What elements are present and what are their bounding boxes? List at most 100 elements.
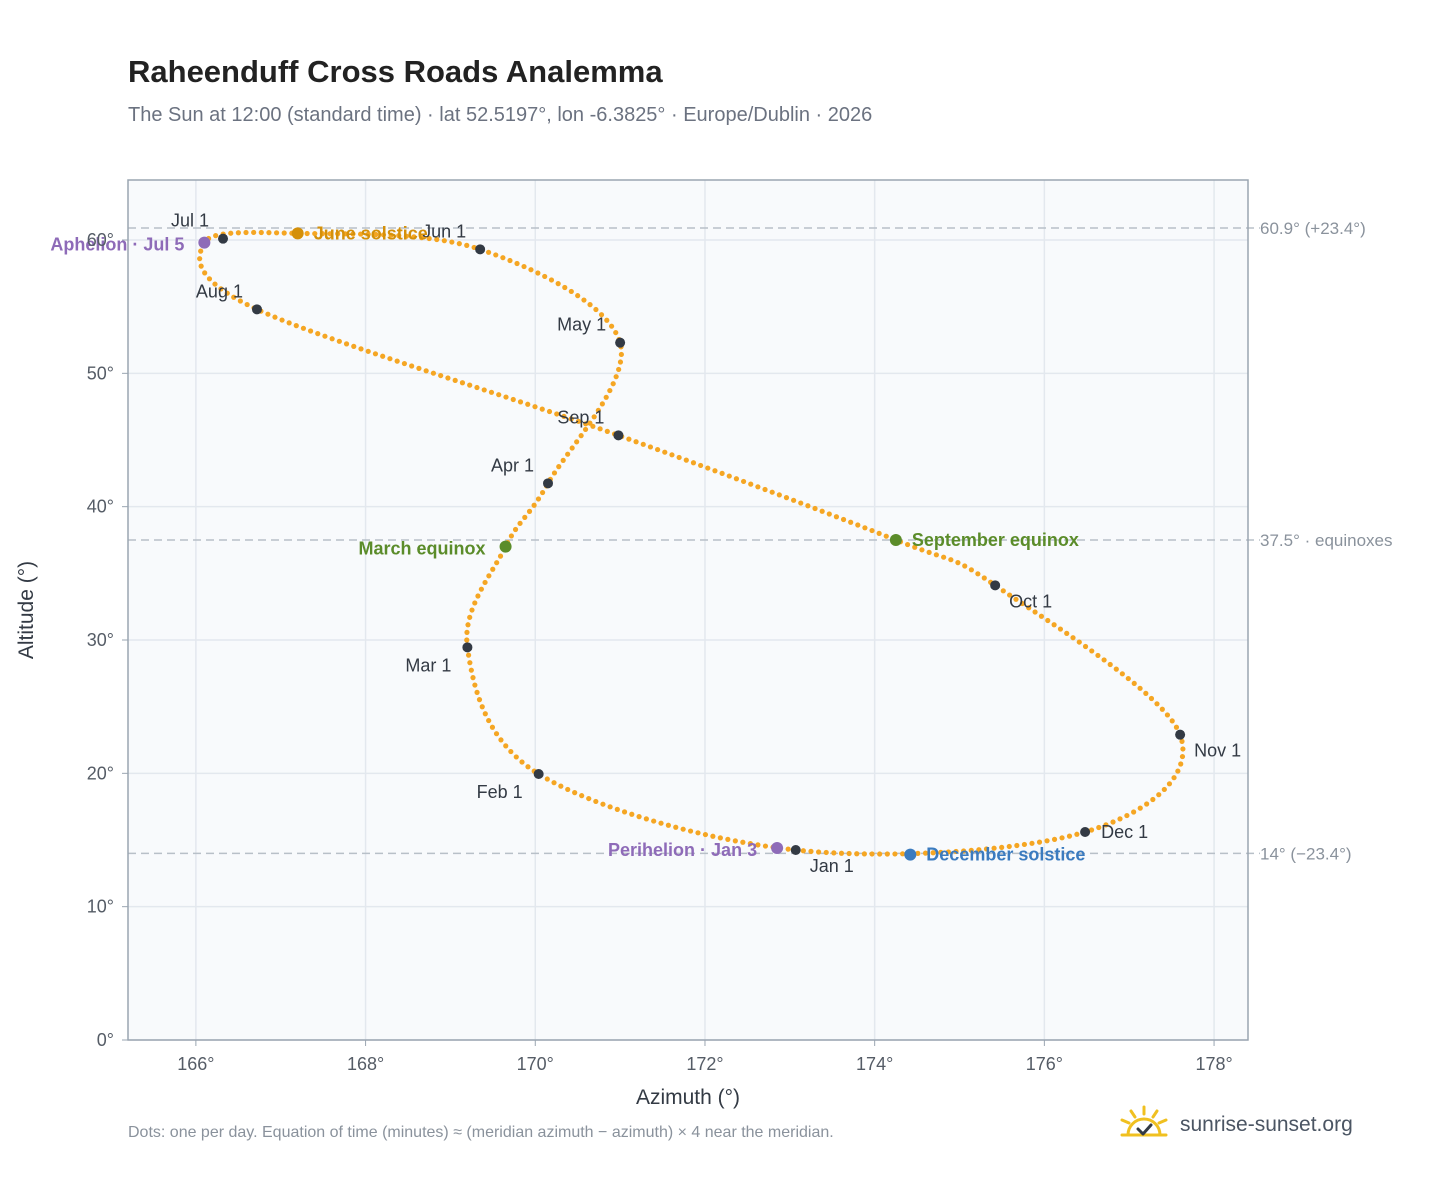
month-point [615,337,626,348]
daily-dot [465,652,472,658]
daily-dot [1154,701,1160,707]
daily-dots [197,229,1186,857]
daily-dot [411,234,417,240]
daily-dot [478,586,484,592]
daily-dot [1000,588,1006,594]
daily-dot [922,850,929,856]
daily-dot [961,848,967,854]
daily-dot [519,759,525,765]
daily-dot [1045,617,1051,624]
special-point [291,227,304,240]
reference-lines: 60.9° (+23.4°) 37.5° · equinoxes 14° (−23.… [128,219,1393,863]
daily-dot [464,242,470,248]
y-tick-label: 30° [87,630,114,650]
daily-dot [500,255,506,261]
special-point [904,848,917,861]
daily-dot [655,446,661,453]
daily-dot [1124,812,1130,819]
daily-dot [489,724,496,730]
daily-dot [815,849,822,855]
daily-dot [212,281,218,287]
daily-dot [423,368,429,374]
point-labels: Jan 1 Feb 1 Mar 1 Apr 1 May 1 Jun 1 Jul 1 Aug 1… [50,211,1241,876]
daily-dot [1082,643,1089,650]
daily-dot [265,311,271,317]
daily-dot [419,235,425,241]
daily-dot [575,293,581,299]
daily-dot [919,547,925,553]
special-point [499,540,512,553]
daily-dot [493,252,499,258]
month-label: Oct 1 [1009,591,1052,611]
daily-dot [486,717,492,724]
daily-dot [695,830,701,836]
daily-dot [1051,836,1058,842]
daily-dot [542,273,548,280]
x-tick-label: 178° [1195,1054,1232,1074]
daily-dot [938,849,944,855]
daily-dot [1178,761,1184,767]
daily-dot [783,495,790,501]
daily-dot [680,826,686,832]
daily-dot [1173,724,1180,730]
daily-dot [535,496,542,502]
daily-dot [521,263,527,270]
daily-dot [869,851,875,857]
daily-dot [968,567,974,573]
daily-dot [805,503,811,509]
daily-dot [286,320,292,326]
daily-dot [568,288,574,295]
daily-dot [351,343,357,349]
daily-dot [616,366,622,373]
daily-dot [991,845,997,851]
daily-dot [1119,671,1125,677]
daily-dot [603,394,609,400]
daily-dot [733,476,740,482]
daily-dot [300,325,307,331]
brand-logo[interactable]: sunrise-sunset.org [1118,1100,1353,1150]
daily-dot [575,418,582,424]
daily-dot [514,260,520,267]
daily-dot [497,553,504,559]
daily-dot [762,843,769,849]
daily-dot [539,489,546,496]
daily-dot [833,514,840,520]
daily-dot [251,229,257,236]
daily-dot [1038,613,1045,619]
daily-dot [1006,843,1012,850]
daily-dot [469,607,475,613]
daily-dot [613,374,619,380]
daily-dot [228,230,234,236]
month-label: Dec 1 [1101,822,1148,842]
x-tick-label: 170° [517,1054,554,1074]
month-label: Aug 1 [196,281,243,301]
special-point [198,236,211,249]
axis-ticks: 166° 168° 170° 172° 174° 176° 178° 0° 10° 20° 30° 4… [87,230,1233,1074]
daily-dot [474,384,480,391]
daily-dot [647,444,654,450]
daily-dot [892,851,898,857]
daily-dot [755,842,761,848]
daily-dot [307,328,314,334]
daily-dot [438,372,444,379]
daily-dot [218,286,224,292]
daily-dot [840,516,847,523]
month-label: Apr 1 [491,455,534,475]
daily-dot [409,363,415,369]
x-tick-label: 168° [347,1054,384,1074]
daily-dot [662,449,668,455]
daily-dot [342,231,348,237]
daily-dot [800,848,806,854]
month-point [475,244,486,255]
daily-dot [869,527,875,534]
daily-dot [613,329,619,336]
daily-dot [387,356,393,362]
daily-dot [561,413,567,420]
daily-dot [819,508,825,514]
daily-dot [604,317,610,323]
daily-dot [508,748,514,755]
daily-dot [665,822,671,828]
daily-dot [581,297,587,303]
daily-dot [838,850,845,856]
brand-text: sunrise-sunset.org [1180,1113,1353,1136]
